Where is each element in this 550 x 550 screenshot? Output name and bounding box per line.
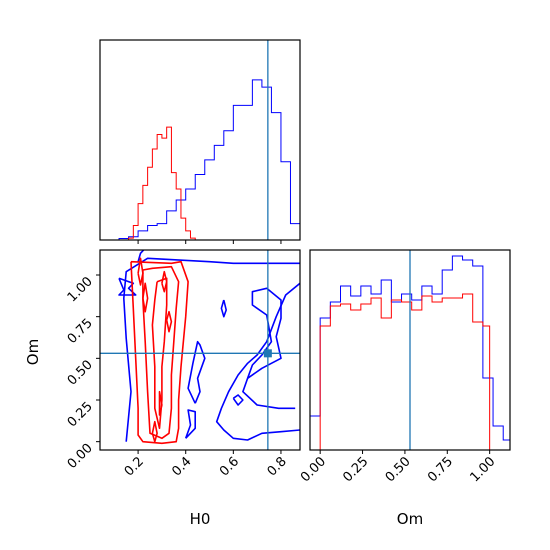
om-x-tick-label: 0.50 xyxy=(383,454,414,485)
contour-red-9 xyxy=(130,260,189,445)
x-axis-label-h0: H0 xyxy=(190,510,211,528)
x-axis-label-om: Om xyxy=(397,510,423,528)
contour-blue-0 xyxy=(123,257,300,442)
om-x-tick-label: 0.00 xyxy=(298,454,329,485)
contour-blue-8 xyxy=(184,409,196,439)
h0-om-contour-panel: 0.2 0.4 0.6 0.8 0.00 0.25 0.50 0.75 1.00 H0 Om xyxy=(24,249,301,528)
contour-blue-1 xyxy=(118,277,137,296)
om-histogram-panel: 0.00 0.25 0.50 0.75 1.00 Om xyxy=(298,249,511,528)
contour-blue-2 xyxy=(137,250,145,262)
h0-histogram-frame xyxy=(99,39,301,241)
h0-histogram-blue xyxy=(118,79,301,240)
joint-y-tick-label: 0.00 xyxy=(65,441,96,472)
joint-y-tick-label: 0.25 xyxy=(65,399,96,430)
om-histogram-frame xyxy=(309,249,511,451)
contour-lines xyxy=(118,250,300,445)
contour-red-11 xyxy=(151,277,168,430)
contour-blue-6 xyxy=(220,299,227,318)
contour-red-12 xyxy=(142,282,149,313)
h0-histogram-red xyxy=(128,126,196,240)
contour-red-15 xyxy=(161,270,168,293)
contour-blue-4 xyxy=(242,287,296,410)
y-axis-label-om: Om xyxy=(24,339,42,365)
contour-blue-7 xyxy=(232,394,244,406)
joint-y-tick-label: 1.00 xyxy=(65,274,96,305)
contour-blue-3 xyxy=(215,282,300,441)
om-histogram-blue xyxy=(310,255,510,450)
contour-red-10 xyxy=(142,265,180,440)
joint-x-tick-label: 0.2 xyxy=(122,454,147,479)
om-x-tick-label: 0.75 xyxy=(425,454,456,485)
joint-x-tick-label: 0.6 xyxy=(217,454,242,479)
om-x-tick-label: 0.25 xyxy=(340,454,371,485)
contour-red-14 xyxy=(165,310,173,333)
om-histogram-red xyxy=(319,293,491,450)
joint-x-tick-label: 0.4 xyxy=(169,454,194,479)
joint-x-tick-label: 0.8 xyxy=(265,454,290,479)
joint-y-tick-label: 0.50 xyxy=(65,358,96,389)
h0-histogram-panel xyxy=(99,39,301,244)
om-x-tick-label: 1.00 xyxy=(467,454,498,485)
contour-frame xyxy=(99,249,301,451)
truth-marker xyxy=(263,349,272,358)
contour-red-17 xyxy=(151,420,158,443)
contour-blue-5 xyxy=(187,340,206,404)
contour-red-16 xyxy=(158,390,163,416)
contour-red-13 xyxy=(137,257,144,286)
joint-y-tick-label: 0.75 xyxy=(65,316,96,347)
